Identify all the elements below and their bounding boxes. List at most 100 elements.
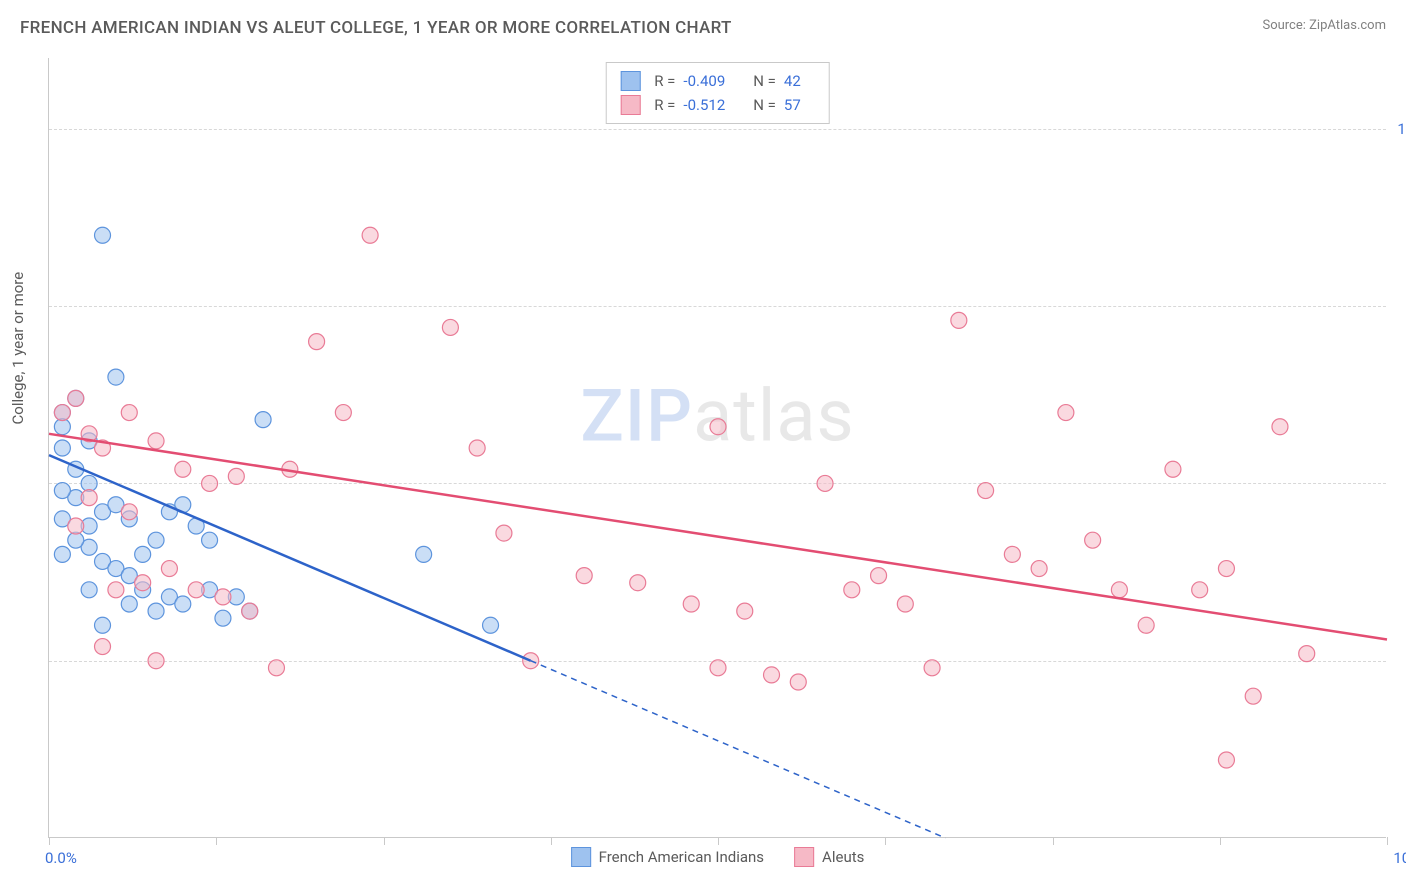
- data-point: [202, 475, 218, 491]
- legend-series-label: Aleuts: [822, 848, 864, 866]
- data-point: [496, 525, 512, 541]
- legend-swatch: [571, 847, 591, 867]
- data-point: [1299, 646, 1315, 662]
- data-point: [215, 589, 231, 605]
- data-point: [81, 490, 97, 506]
- x-tick: [1053, 837, 1054, 845]
- stat-r-label: R =: [654, 93, 675, 117]
- data-point: [54, 405, 70, 421]
- legend-stat-row: R = -0.512 N = 57: [620, 93, 815, 117]
- data-point: [161, 561, 177, 577]
- data-point: [68, 390, 84, 406]
- data-point: [1004, 546, 1020, 562]
- data-point: [268, 660, 284, 676]
- data-point: [108, 582, 124, 598]
- data-point: [1085, 532, 1101, 548]
- data-point: [683, 596, 699, 612]
- stat-n-label: N =: [753, 69, 776, 93]
- data-point: [309, 334, 325, 350]
- data-point: [68, 518, 84, 534]
- data-point: [95, 617, 111, 633]
- data-point: [1111, 582, 1127, 598]
- legend-series-item: Aleuts: [794, 847, 864, 867]
- data-point: [54, 546, 70, 562]
- data-point: [54, 440, 70, 456]
- data-point: [95, 639, 111, 655]
- data-point: [1138, 617, 1154, 633]
- x-tick: [885, 837, 886, 845]
- data-point: [790, 674, 806, 690]
- x-axis-min-label: 0.0%: [45, 849, 77, 867]
- data-point: [121, 596, 137, 612]
- data-point: [630, 575, 646, 591]
- correlation-legend: R = -0.409N = 42R = -0.512N = 57: [605, 62, 830, 124]
- x-tick: [49, 837, 50, 845]
- data-point: [148, 653, 164, 669]
- data-point: [1165, 461, 1181, 477]
- data-point: [121, 504, 137, 520]
- data-point: [175, 461, 191, 477]
- chart-title: FRENCH AMERICAN INDIAN VS ALEUT COLLEGE,…: [20, 18, 732, 38]
- data-point: [121, 405, 137, 421]
- data-point: [817, 475, 833, 491]
- regression-line: [49, 455, 531, 661]
- data-point: [148, 603, 164, 619]
- y-axis-title: College, 1 year or more: [9, 272, 27, 425]
- stat-n-label: N =: [753, 93, 776, 117]
- stat-r-value: -0.512: [683, 93, 725, 117]
- data-point: [710, 660, 726, 676]
- source-credit: Source: ZipAtlas.com: [1262, 18, 1386, 33]
- data-point: [1058, 405, 1074, 421]
- data-point: [442, 319, 458, 335]
- data-point: [576, 568, 592, 584]
- data-point: [148, 433, 164, 449]
- scatter-plot-svg: [49, 58, 1386, 837]
- series-legend: French American Indians Aleuts: [571, 847, 865, 867]
- x-tick: [551, 837, 552, 845]
- data-point: [188, 582, 204, 598]
- data-point: [871, 568, 887, 584]
- x-tick: [1387, 837, 1388, 845]
- regression-line-extrapolated: [531, 661, 946, 838]
- legend-swatch: [620, 71, 640, 91]
- data-point: [1031, 561, 1047, 577]
- data-point: [228, 468, 244, 484]
- data-point: [924, 660, 940, 676]
- x-tick: [718, 837, 719, 845]
- data-point: [416, 546, 432, 562]
- chart-plot-area: ZIPatlas 25.0%50.0%75.0%100.0% 0.0% 100.…: [48, 58, 1386, 838]
- data-point: [978, 483, 994, 499]
- data-point: [95, 227, 111, 243]
- data-point: [362, 227, 378, 243]
- stat-r-label: R =: [654, 69, 675, 93]
- x-tick: [1220, 837, 1221, 845]
- y-tick-label: 100.0%: [1397, 120, 1406, 138]
- x-tick: [384, 837, 385, 845]
- data-point: [1192, 582, 1208, 598]
- data-point: [335, 405, 351, 421]
- data-point: [135, 575, 151, 591]
- legend-swatch: [620, 95, 640, 115]
- legend-swatch: [794, 847, 814, 867]
- data-point: [54, 483, 70, 499]
- data-point: [135, 546, 151, 562]
- stat-r-value: -0.409: [683, 69, 725, 93]
- data-point: [1218, 752, 1234, 768]
- data-point: [1245, 688, 1261, 704]
- legend-stat-row: R = -0.409N = 42: [620, 69, 815, 93]
- x-axis-max-label: 100.0%: [1393, 849, 1406, 867]
- stat-n-value: 57: [784, 93, 801, 117]
- legend-series-item: French American Indians: [571, 847, 764, 867]
- legend-series-label: French American Indians: [599, 848, 764, 866]
- data-point: [108, 369, 124, 385]
- x-tick: [216, 837, 217, 845]
- data-point: [710, 419, 726, 435]
- data-point: [951, 312, 967, 328]
- data-point: [242, 603, 258, 619]
- data-point: [737, 603, 753, 619]
- data-point: [255, 412, 271, 428]
- data-point: [81, 582, 97, 598]
- data-point: [1272, 419, 1288, 435]
- data-point: [215, 610, 231, 626]
- data-point: [175, 596, 191, 612]
